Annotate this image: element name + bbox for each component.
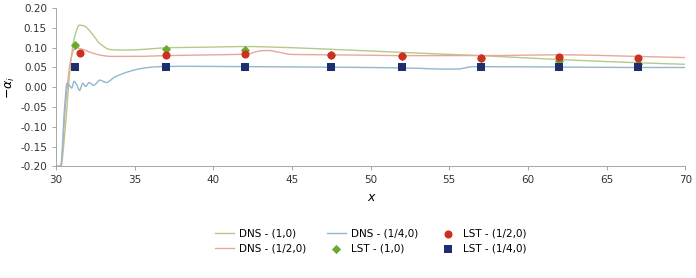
DNS - (1/2,0) xyxy=(293,53,301,56)
LST - (1/2,0) xyxy=(326,53,337,57)
Line: DNS - (1,0): DNS - (1,0) xyxy=(56,25,686,166)
LST - (1/2,0) xyxy=(633,56,644,60)
Line: DNS - (1/4,0): DNS - (1/4,0) xyxy=(56,66,686,166)
DNS - (1/2,0) xyxy=(321,53,329,56)
X-axis label: x: x xyxy=(367,191,374,204)
DNS - (1/4,0) xyxy=(161,65,169,68)
LST - (1,0) xyxy=(475,56,487,60)
LST - (1,0) xyxy=(397,54,408,59)
LST - (1/4,0) xyxy=(326,65,337,70)
DNS - (1,0) xyxy=(681,63,690,66)
DNS - (1,0) xyxy=(601,60,610,63)
LST - (1/4,0) xyxy=(70,65,81,70)
LST - (1/2,0) xyxy=(554,55,565,59)
LST - (1/4,0) xyxy=(475,65,487,70)
DNS - (1/4,0) xyxy=(293,65,301,69)
DNS - (1/2,0) xyxy=(72,46,81,49)
LST - (1,0) xyxy=(633,62,644,66)
DNS - (1/4,0) xyxy=(681,66,690,69)
DNS - (1,0) xyxy=(75,24,84,27)
DNS - (1,0) xyxy=(161,46,169,49)
LST - (1/4,0) xyxy=(633,65,644,70)
DNS - (1/2,0) xyxy=(601,54,610,57)
DNS - (1/4,0) xyxy=(123,70,132,74)
DNS - (1/2,0) xyxy=(52,165,60,168)
Legend: DNS - (1,0), DNS - (1/2,0), DNS - (1/4,0), LST - (1,0), LST - (1/2,0), LST - (1/: DNS - (1,0), DNS - (1/2,0), DNS - (1/4,0… xyxy=(215,229,526,254)
LST - (1,0) xyxy=(326,53,337,57)
LST - (1,0) xyxy=(161,46,172,51)
DNS - (1,0) xyxy=(124,48,132,52)
DNS - (1,0) xyxy=(52,165,60,168)
DNS - (1/4,0) xyxy=(177,64,186,68)
DNS - (1/2,0) xyxy=(124,55,132,58)
DNS - (1/2,0) xyxy=(681,56,690,59)
DNS - (1,0) xyxy=(321,47,329,51)
DNS - (1/4,0) xyxy=(601,66,610,69)
LST - (1/4,0) xyxy=(161,65,172,70)
DNS - (1/2,0) xyxy=(161,54,169,57)
LST - (1/4,0) xyxy=(239,65,251,70)
DNS - (1/4,0) xyxy=(321,65,329,69)
LST - (1,0) xyxy=(554,59,565,63)
Y-axis label: $-\alpha_i$: $-\alpha_i$ xyxy=(4,76,17,99)
LST - (1/2,0) xyxy=(239,52,251,57)
LST - (1,0) xyxy=(70,42,81,47)
DNS - (1/4,0) xyxy=(669,66,677,69)
LST - (1/2,0) xyxy=(397,54,408,59)
LST - (1,0) xyxy=(239,48,251,52)
LST - (1/4,0) xyxy=(397,65,408,70)
LST - (1/2,0) xyxy=(74,51,85,56)
LST - (1/4,0) xyxy=(554,65,565,70)
Line: DNS - (1/2,0): DNS - (1/2,0) xyxy=(56,48,686,166)
DNS - (1/4,0) xyxy=(52,165,60,168)
LST - (1/2,0) xyxy=(475,55,487,60)
DNS - (1,0) xyxy=(293,46,301,49)
LST - (1/2,0) xyxy=(161,53,172,57)
DNS - (1/2,0) xyxy=(669,56,677,59)
DNS - (1,0) xyxy=(669,62,677,66)
